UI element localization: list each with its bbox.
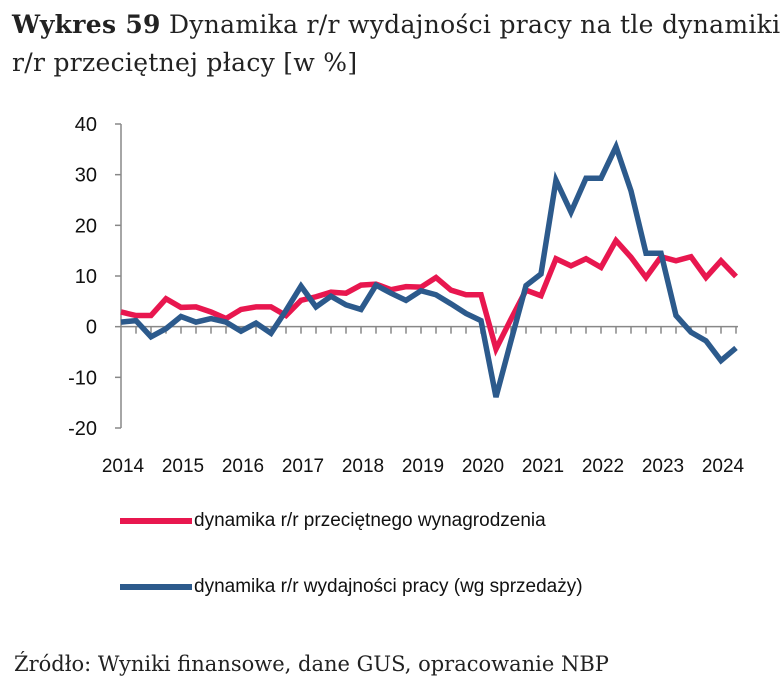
x-tick-label: 2015 — [162, 456, 204, 477]
x-tick-label: 2024 — [702, 456, 745, 477]
legend-label-wages: dynamika r/r przeciętnego wynagrodzenia — [194, 510, 546, 531]
legend-label-productivity: dynamika r/r wydajności pracy (wg sprzed… — [194, 576, 583, 597]
series-line-wages — [120, 235, 738, 357]
x-tick-label: 2018 — [342, 456, 384, 477]
y-tick-label: -20 — [68, 418, 97, 440]
y-tick-label: 20 — [75, 215, 97, 237]
legend-item-productivity: dynamika r/r wydajności pracy (wg sprzed… — [120, 576, 583, 598]
title-text: Dynamika r/r wydajności pracy na tle dyn… — [12, 10, 781, 77]
x-tick-label: 2021 — [522, 456, 564, 477]
legend-swatch-productivity — [120, 584, 192, 590]
x-tick-label: 2019 — [402, 456, 444, 477]
x-tick-label: 2020 — [462, 456, 504, 477]
source-note: Źródło: Wyniki finansowe, dane GUS, opra… — [14, 652, 609, 676]
x-tick-label: 2016 — [222, 456, 264, 477]
y-tick-label: 40 — [75, 114, 97, 136]
y-tick-label: -10 — [68, 367, 97, 389]
y-tick-label: 0 — [86, 317, 97, 339]
x-tick-label: 2022 — [582, 456, 624, 477]
y-tick-label: 10 — [75, 266, 97, 288]
legend-item-wages: dynamika r/r przeciętnego wynagrodzenia — [120, 510, 546, 532]
chart-title: Wykres 59 Dynamika r/r wydajności pracy … — [12, 6, 782, 82]
y-tick-label: 30 — [75, 165, 97, 187]
line-chart: -20 -10 0 10 20 30 40 2014 2015 2016 2017 2018 2019 2… — [68, 114, 745, 477]
x-tick-label: 2023 — [642, 456, 684, 477]
legend-swatch-wages — [120, 518, 192, 524]
x-tick-label: 2017 — [282, 456, 324, 477]
x-tick-label: 2014 — [102, 456, 145, 477]
figure-number: Wykres 59 — [12, 10, 161, 39]
series-line-productivity — [120, 139, 738, 398]
